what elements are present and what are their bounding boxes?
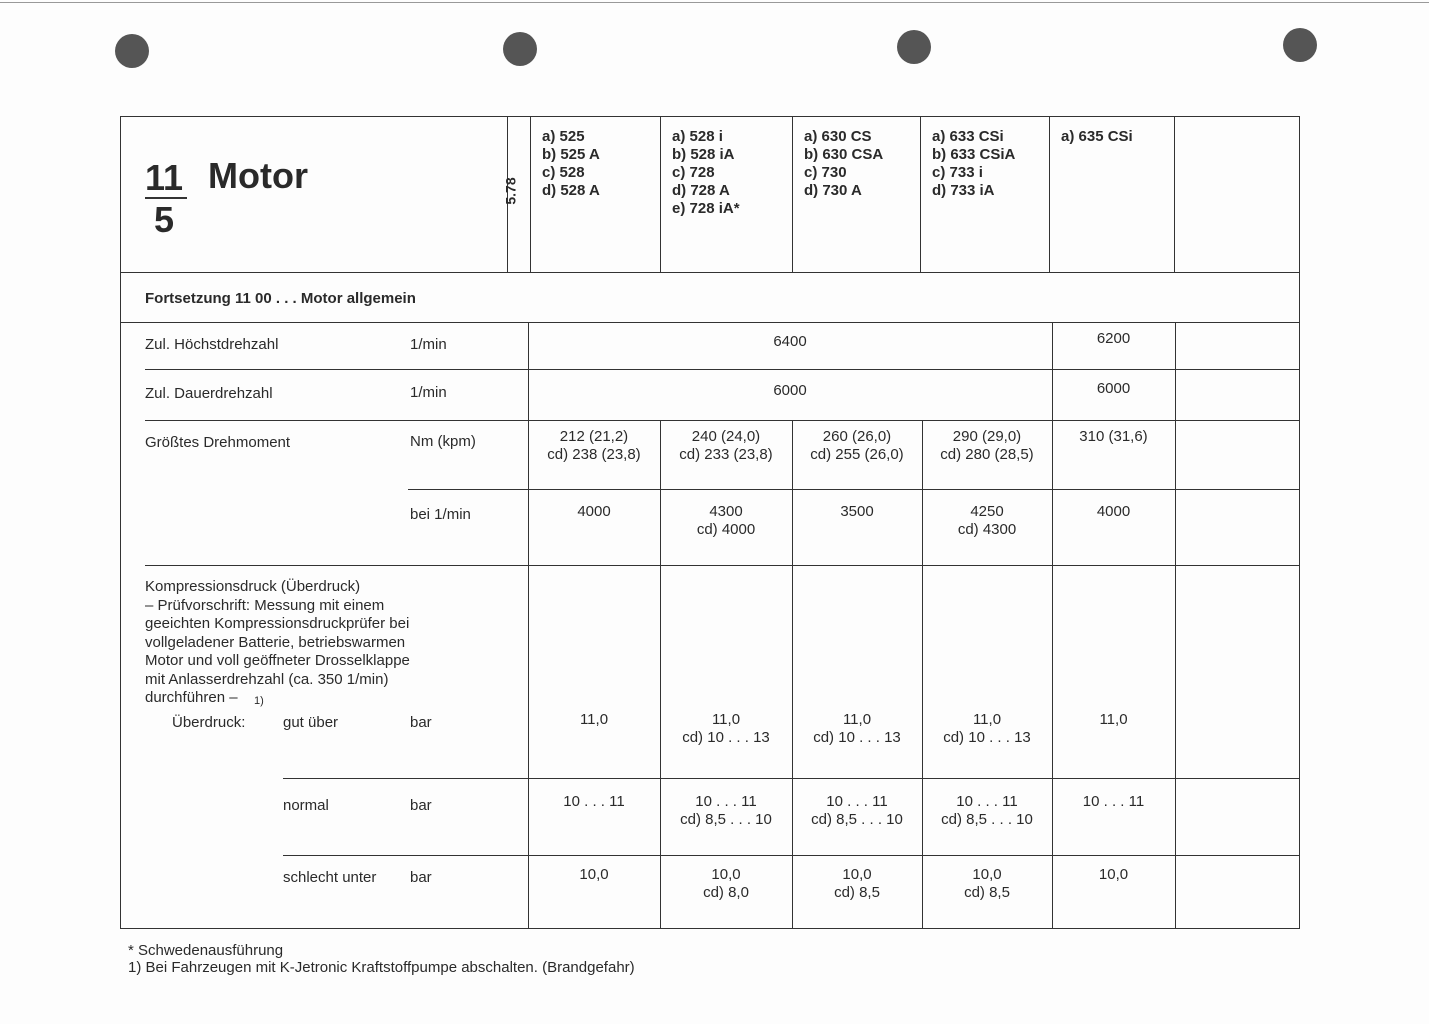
normal-unit: bar [410,797,432,814]
normal-value: 10 . . . 11 [956,793,1018,810]
cont-rpm-unit: 1/min [410,384,447,401]
good-value: cd) 10 . . . 13 [813,729,901,746]
footnote: * Schwedenausführung [128,942,284,959]
model-variant: d) 730 A [804,182,862,199]
normal-value: 10 . . . 11 [826,793,888,810]
compression-description-line: Motor und voll geöffneter Drosselklappe [145,652,410,669]
model-variant: c) 728 [672,164,715,181]
normal-label: normal [283,797,329,814]
good-unit: bar [410,714,432,731]
model-variant: a) 630 CS [804,128,872,145]
section-number: 11 [145,157,184,198]
model-variant: b) 525 A [542,146,600,163]
normal-value: cd) 8,5 . . . 10 [811,811,903,828]
model-variant: a) 633 CSi [932,128,1004,145]
compression-description-line: durchführen – [145,689,238,706]
torque-value: 290 (29,0) [952,428,1022,445]
model-variant: d) 528 A [542,182,600,199]
torque-rpm-value: 4000 [1096,503,1131,520]
scan-edge [0,2,1429,3]
max-rpm-label: Zul. Höchstdrehzahl [145,336,279,353]
page-number: 5 [154,199,175,240]
normal-value: cd) 8,5 . . . 10 [941,811,1033,828]
good-value: 11,0 [711,711,741,728]
torque-rpm-value: cd) 4300 [957,521,1017,538]
model-variant: d) 733 iA [932,182,995,199]
good-value: 11,0 [842,711,872,728]
footnote-ref: 1) [254,695,264,707]
model-variant: e) 728 iA* [672,200,740,217]
torque-rpm-unit: bei 1/min [410,506,471,523]
bad-value: 10,0 [1098,866,1129,883]
model-variant: a) 635 CSi [1061,128,1133,145]
model-variant: b) 630 CSA [804,146,884,163]
model-variant: d) 728 A [672,182,730,199]
max-rpm-unit: 1/min [410,336,447,353]
punch-hole [1283,28,1317,62]
compression-description-line: – Prüfvorschrift: Messung mit einem [145,596,385,614]
torque-value: cd) 255 (26,0) [810,446,904,463]
torque-value: cd) 238 (23,8) [547,446,641,463]
torque-value: cd) 233 (23,8) [679,446,773,463]
torque-rpm-value: 4000 [577,503,611,520]
max-rpm-value: 6200 [1096,330,1131,347]
normal-value: 10 . . . 11 [1082,793,1145,810]
good-value: cd) 10 . . . 13 [943,729,1031,746]
compression-description-line: geeichten Kompressionsdruckprüfer bei [145,615,410,632]
bad-value: cd) 8,5 [964,884,1010,901]
punch-hole [503,32,537,66]
punch-hole [115,34,149,68]
cont-rpm-label: Zul. Dauerdrehzahl [145,385,273,402]
model-variant: a) 525 [542,128,585,145]
bad-value: 10,0 [842,866,872,883]
compression-description-line: Kompressionsdruck (Überdruck) [145,578,361,595]
normal-value: 10 . . . 11 [563,793,625,810]
good-value: 11,0 [972,711,1002,728]
normal-value: 10 . . . 11 [695,793,757,810]
bad-unit: bar [410,869,432,886]
bad-value: 10,0 [579,866,609,883]
good-label: gut über [283,714,339,731]
max-rpm-value: 6400 [773,333,807,350]
overpressure-label: Überdruck: [172,714,246,731]
cont-rpm-value: 6000 [773,382,807,399]
good-value: cd) 10 . . . 13 [682,729,770,746]
model-variant: b) 633 CSiA [932,146,1016,163]
page-title: Motor [208,155,308,196]
compression-description-line: mit Anlasserdrehzahl (ca. 350 1/min) [145,670,389,688]
torque-label: Größtes Drehmoment [145,434,291,451]
model-variant: c) 528 [542,164,585,181]
bad-value: 10,0 [972,866,1002,883]
torque-value: 260 (26,0) [822,428,892,445]
compression-description-line: vollgeladener Batterie, betriebswarmen [145,633,406,651]
model-variant: b) 528 iA [672,146,735,163]
torque-value: cd) 280 (28,5) [940,446,1034,463]
bad-value: 10,0 [711,866,741,883]
torque-rpm-value: 4250 [970,503,1004,520]
normal-value: cd) 8,5 . . . 10 [680,811,772,828]
torque-rpm-value: cd) 4000 [696,521,756,538]
revision-date: 5.78 [502,177,519,205]
model-variant: c) 730 [804,164,847,181]
model-variant: c) 733 i [932,164,983,181]
bad-value: cd) 8,5 [834,884,880,901]
torque-value: 310 (31,6) [1079,428,1148,445]
torque-rpm-value: 4300 [709,503,743,520]
torque-unit: Nm (kpm) [410,433,476,450]
bad-value: cd) 8,0 [703,884,749,901]
punch-hole [897,30,931,64]
good-value: 11,0 [1099,711,1128,728]
torque-value: 240 (24,0) [691,428,761,445]
model-variant: a) 528 i [672,128,723,145]
good-value: 11,0 [579,711,609,728]
cont-rpm-value: 6000 [1096,380,1131,397]
torque-value: 212 (21,2) [559,428,629,445]
bad-label: schlecht unter [283,869,377,886]
footnote: 1) Bei Fahrzeugen mit K-Jetronic Kraftst… [128,959,635,976]
torque-rpm-value: 3500 [840,503,874,520]
subtitle: Fortsetzung 11 00 . . . Motor allgemein [145,290,416,307]
